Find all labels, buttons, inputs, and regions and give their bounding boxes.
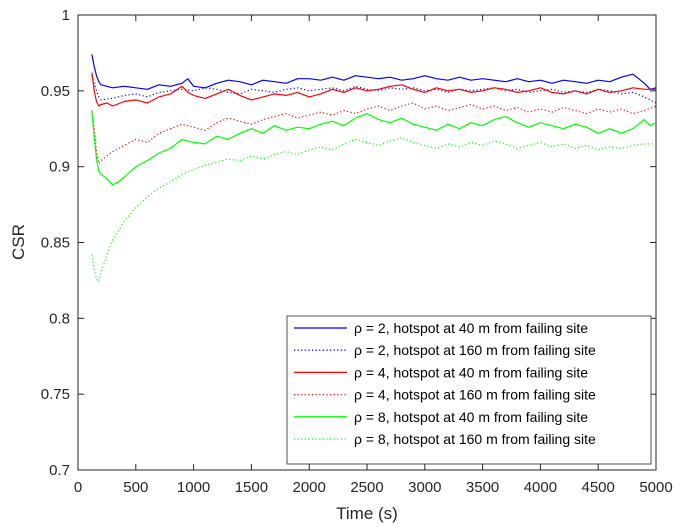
legend: ρ = 2, hotspot at 40 m from failing site… [286, 315, 652, 465]
y-tick-label: 0.7 [49, 462, 70, 479]
x-tick-label: 1500 [235, 479, 268, 496]
legend-label: ρ = 2, hotspot at 160 m from failing sit… [354, 342, 596, 358]
series-line-2 [91, 75, 657, 104]
y-tick-label: 0.95 [41, 83, 70, 100]
y-tick-label: 0.8 [49, 310, 70, 327]
x-tick-label: 2500 [350, 479, 383, 496]
series-line-6 [91, 137, 656, 283]
series-line-4 [91, 102, 657, 165]
legend-label: ρ = 8, hotspot at 160 m from failing sit… [354, 431, 596, 447]
x-axis-ticks: 0 500 1000 1500 2000 2500 3000 3500 4000 4500 5000 [74, 15, 673, 496]
series-line-1 [91, 54, 657, 90]
y-tick-label: 1 [62, 7, 70, 24]
x-tick-label: 1000 [177, 479, 210, 496]
legend-label: ρ = 4, hotspot at 40 m from failing site [354, 364, 588, 380]
x-tick-label: 3500 [466, 479, 499, 496]
legend-items: ρ = 2, hotspot at 40 m from failing site… [294, 320, 596, 447]
x-tick-label: 3000 [408, 479, 441, 496]
legend-label: ρ = 2, hotspot at 40 m from failing site [354, 320, 588, 336]
series-line-3 [91, 72, 656, 107]
y-tick-label: 0.85 [41, 235, 70, 252]
x-tick-label: 0 [74, 479, 82, 496]
series-layer [91, 54, 657, 283]
x-axis-title: Time (s) [336, 504, 398, 523]
y-axis-ticks: 0.7 0.75 0.8 0.85 0.9 0.95 1 [41, 7, 656, 479]
x-tick-label: 4000 [524, 479, 557, 496]
x-tick-label: 5000 [639, 479, 672, 496]
y-tick-label: 0.9 [49, 159, 70, 176]
y-tick-label: 0.75 [41, 386, 70, 403]
legend-label: ρ = 4, hotspot at 160 m from failing sit… [354, 387, 596, 403]
x-tick-label: 2000 [293, 479, 326, 496]
x-tick-label: 500 [123, 479, 148, 496]
y-axis-title: CSR [9, 224, 28, 260]
x-tick-label: 4500 [582, 479, 615, 496]
series-line-5 [91, 112, 657, 186]
legend-box [286, 315, 652, 465]
legend-label: ρ = 8, hotspot at 40 m from failing site [354, 409, 588, 425]
